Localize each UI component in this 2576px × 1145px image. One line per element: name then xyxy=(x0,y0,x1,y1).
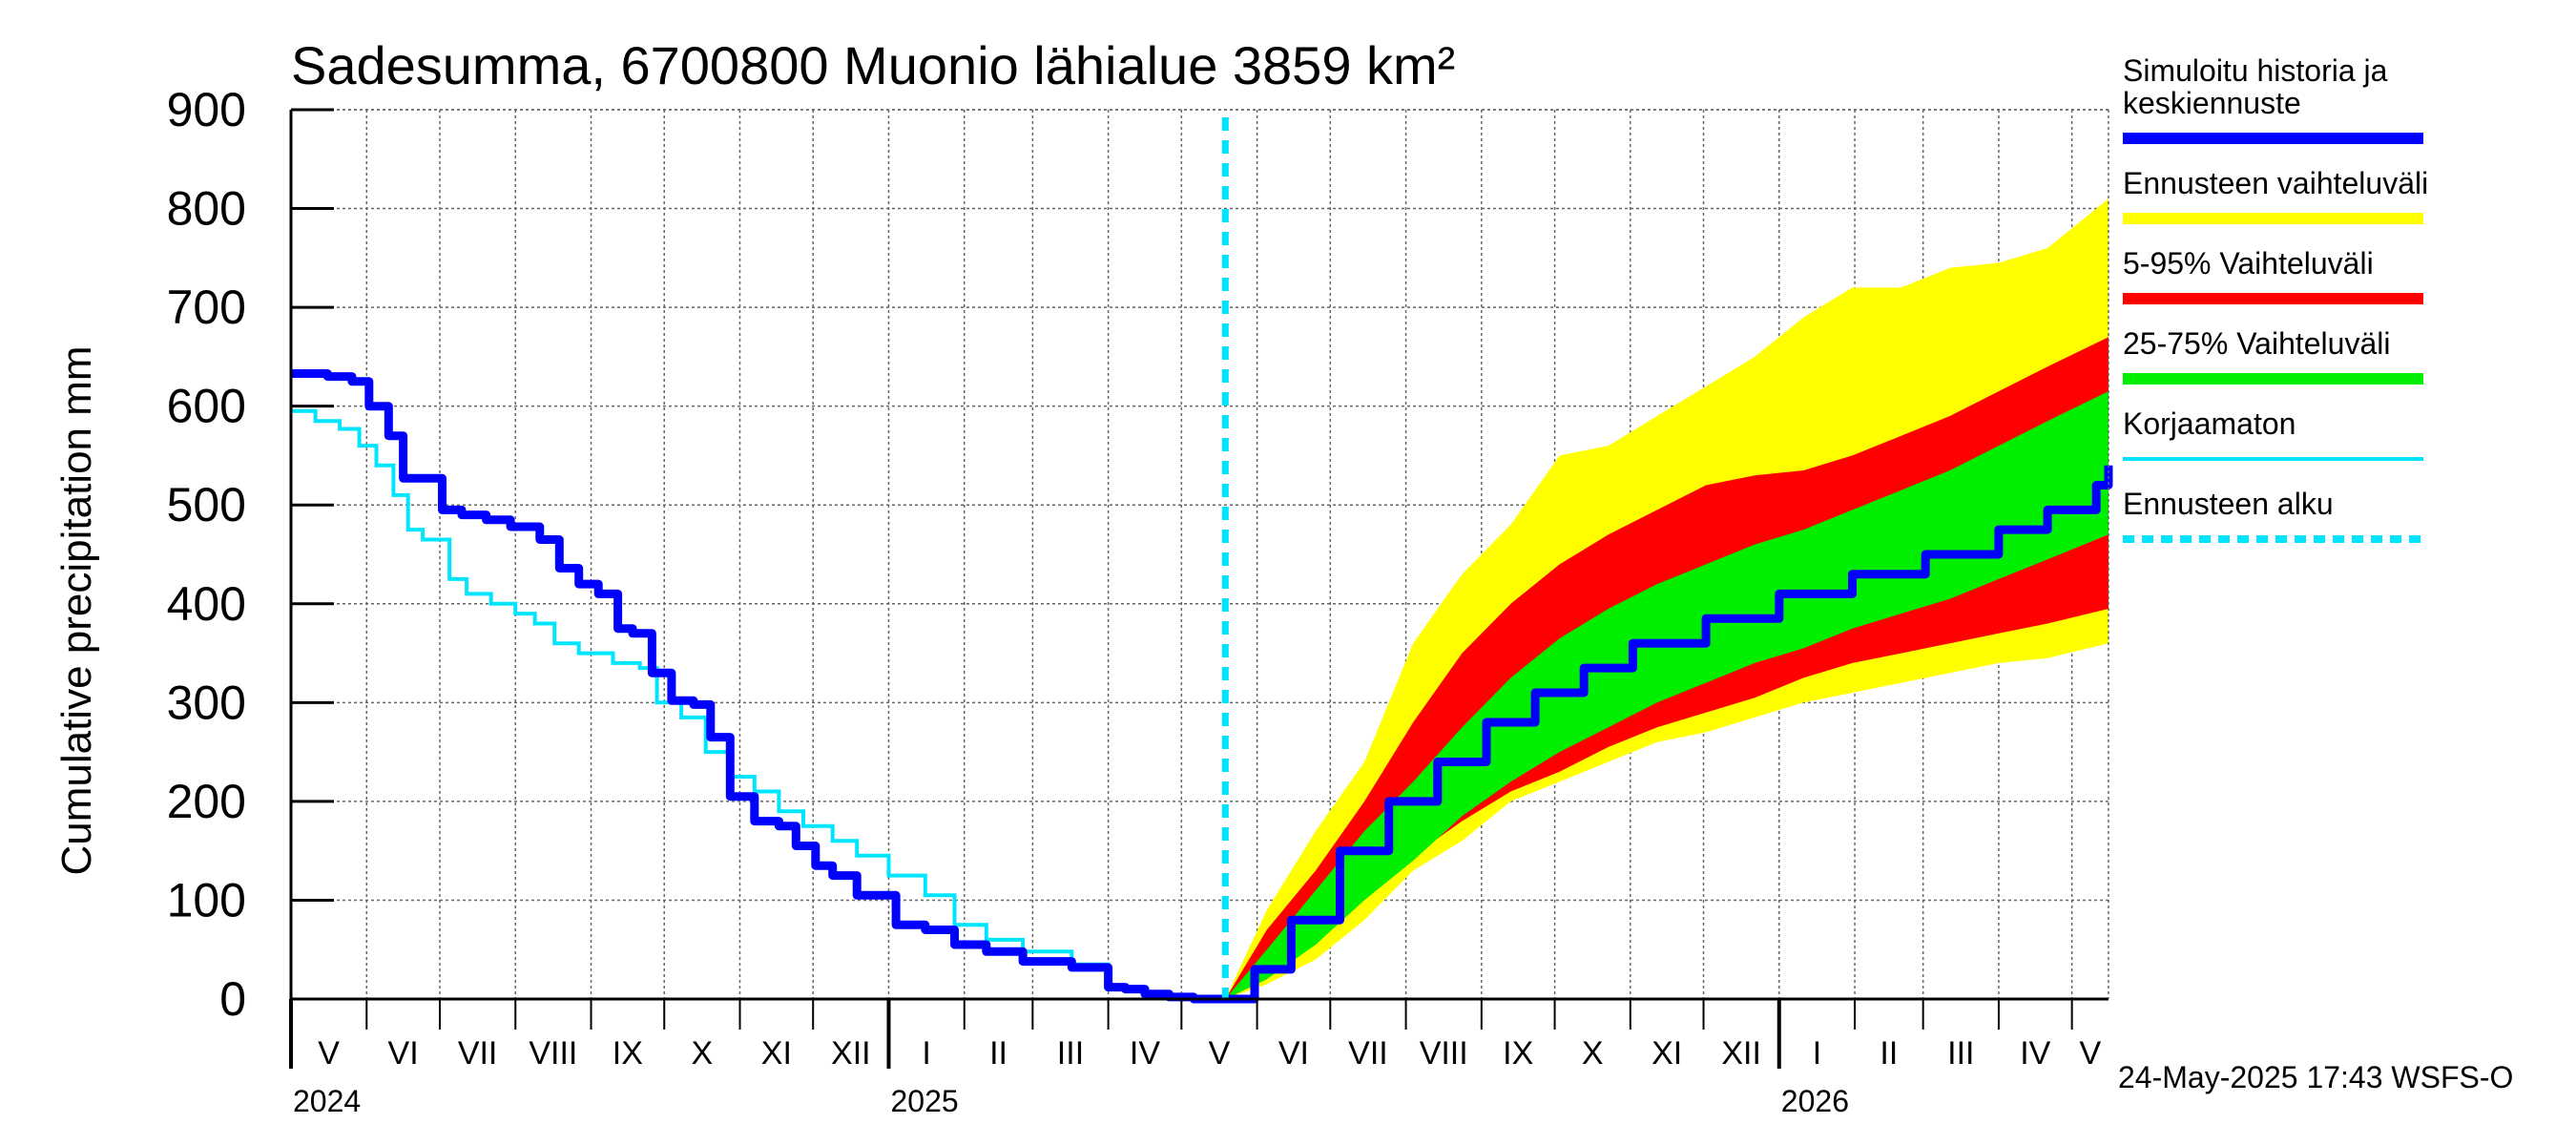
y-tick-label: 300 xyxy=(167,676,246,729)
month-label: II xyxy=(989,1035,1008,1072)
month-label: XI xyxy=(761,1035,792,1072)
series-simuloitu-historia xyxy=(291,369,2113,1004)
series-korjaamaton xyxy=(291,408,1218,1001)
y-tick-label: 600 xyxy=(167,380,246,433)
year-label: 2026 xyxy=(1781,1084,1849,1118)
month-label: VII xyxy=(458,1035,498,1072)
month-label: I xyxy=(922,1035,930,1072)
month-label: VI xyxy=(1278,1035,1309,1072)
y-tick-label: 200 xyxy=(167,775,246,828)
month-label: XII xyxy=(1721,1035,1761,1072)
month-label: VII xyxy=(1348,1035,1388,1072)
month-label: V xyxy=(2079,1035,2101,1072)
month-label: VIII xyxy=(529,1035,577,1072)
month-label: I xyxy=(1813,1035,1821,1072)
timestamp: 24-May-2025 17:43 WSFS-O xyxy=(2118,1060,2513,1094)
month-label: X xyxy=(1582,1035,1604,1072)
band-25-75-vaihteluv-li xyxy=(1225,391,2109,1000)
y-tick-label: 700 xyxy=(167,281,246,334)
y-tick-label: 800 xyxy=(167,182,246,236)
month-label: III xyxy=(1057,1035,1084,1072)
legend-label: Simuloitu historia ja xyxy=(2123,53,2388,88)
month-label: VIII xyxy=(1420,1035,1468,1072)
month-label: XII xyxy=(831,1035,871,1072)
y-tick-label: 400 xyxy=(167,577,246,631)
year-label: 2024 xyxy=(293,1084,361,1118)
legend-label: 25-75% Vaihteluväli xyxy=(2123,326,2390,361)
legend-label: Korjaamaton xyxy=(2123,406,2296,441)
y-tick-label: 100 xyxy=(167,873,246,926)
y-axis-label: Cumulative precipitation mm xyxy=(53,345,100,875)
y-tick-label: 900 xyxy=(167,83,246,136)
y-tick-label: 500 xyxy=(167,478,246,531)
legend-label: Ennusteen alku xyxy=(2123,487,2334,521)
legend-label: 5-95% Vaihteluväli xyxy=(2123,246,2374,281)
month-label: IX xyxy=(1503,1035,1533,1072)
band-group xyxy=(1225,198,2109,1000)
month-label: IV xyxy=(2020,1035,2050,1072)
month-label: III xyxy=(1947,1035,1974,1072)
year-label: 2025 xyxy=(890,1084,958,1118)
month-label: X xyxy=(692,1035,714,1072)
month-label: V xyxy=(318,1035,340,1072)
month-label: IX xyxy=(613,1035,643,1072)
month-label: VI xyxy=(388,1035,419,1072)
month-label: II xyxy=(1880,1035,1898,1072)
month-label: XI xyxy=(1652,1035,1682,1072)
legend-label: keskiennuste xyxy=(2123,86,2301,120)
month-label: V xyxy=(1209,1035,1231,1072)
series-group xyxy=(291,117,2113,1004)
y-tick-label: 0 xyxy=(219,972,246,1026)
month-label: IV xyxy=(1130,1035,1160,1072)
legend-label: Ennusteen vaihteluväli xyxy=(2123,166,2428,200)
chart-title: Sadesumma, 6700800 Muonio lähialue 3859 … xyxy=(291,35,1455,95)
